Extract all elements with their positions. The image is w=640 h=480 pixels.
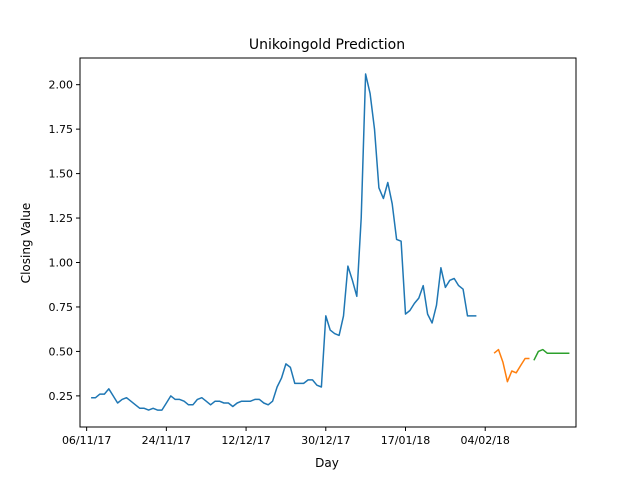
series-line-3: [533, 348, 570, 361]
x-tick-label: 04/02/18: [461, 434, 510, 447]
x-axis: 06/11/17 24/11/17 12/12/17 30/12/17 17/01/18…: [62, 427, 510, 447]
y-tick-label: 0.25: [49, 390, 74, 403]
x-tick-label: 24/11/17: [142, 434, 191, 447]
y-tick-label: 1.25: [49, 212, 74, 225]
y-axis: 0.25 0.50 0.75 1.00 1.25 1.50 1.75 2.00: [49, 79, 80, 403]
x-tick-label: 30/12/17: [301, 434, 350, 447]
y-tick-label: 0.50: [49, 345, 74, 358]
y-tick-label: 2.00: [49, 79, 74, 92]
y-axis-label: Closing Value: [19, 203, 33, 284]
chart-title: Unikoingold Prediction: [249, 37, 405, 53]
y-tick-label: 0.75: [49, 301, 74, 314]
y-tick-label: 1.75: [49, 123, 74, 136]
plot-area: [91, 73, 570, 411]
x-tick-label: 12/12/17: [221, 434, 270, 447]
x-axis-label: Day: [315, 456, 339, 470]
axes-frame: [79, 57, 577, 428]
x-tick-label: 06/11/17: [62, 434, 111, 447]
y-tick-label: 1.50: [49, 168, 74, 181]
y-tick-label: 1.00: [49, 257, 74, 270]
series-line-2: [493, 348, 530, 383]
x-tick-label: 17/01/18: [381, 434, 430, 447]
series-line-1: [91, 73, 477, 411]
